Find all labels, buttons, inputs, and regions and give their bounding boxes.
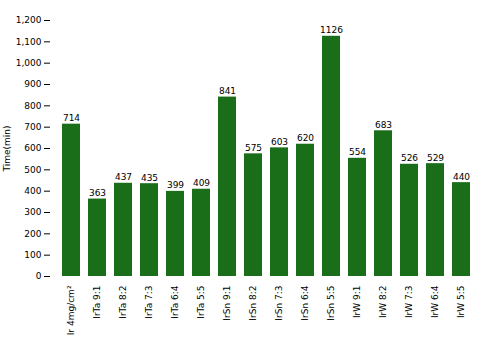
svg-text:IrSn 5:5: IrSn 5:5 [326,286,336,321]
svg-text:409: 409 [193,178,210,188]
svg-text:529: 529 [427,153,444,163]
svg-text:1,100: 1,100 [16,37,42,47]
svg-text:554: 554 [349,147,366,157]
svg-text:IrW 7:3: IrW 7:3 [404,286,414,319]
svg-text:300: 300 [24,207,41,217]
svg-text:IrSn 6:4: IrSn 6:4 [300,285,310,320]
svg-text:575: 575 [245,143,262,153]
svg-text:440: 440 [453,172,470,182]
svg-text:363: 363 [89,188,106,198]
svg-text:IrSn 7:3: IrSn 7:3 [274,286,284,321]
svg-text:IrSn 9:1: IrSn 9:1 [222,286,232,321]
svg-text:IrW 6:4: IrW 6:4 [430,285,440,318]
svg-text:841: 841 [219,86,236,96]
svg-text:IrTa 7:3: IrTa 7:3 [144,286,154,319]
svg-text:IrTa 9:1: IrTa 9:1 [92,286,102,319]
svg-text:437: 437 [115,172,132,182]
svg-text:800: 800 [24,101,41,111]
svg-text:400: 400 [24,186,41,196]
svg-text:683: 683 [375,120,392,130]
svg-text:1,200: 1,200 [16,15,42,25]
svg-text:100: 100 [24,250,41,260]
svg-text:0: 0 [36,271,42,281]
svg-text:IrTa 6:4: IrTa 6:4 [170,285,180,318]
svg-text:IrW 8:2: IrW 8:2 [378,286,388,319]
svg-text:714: 714 [63,113,80,123]
svg-text:IrW 5:5: IrW 5:5 [456,286,466,319]
svg-text:600: 600 [24,143,41,153]
svg-text:500: 500 [24,165,41,175]
svg-text:200: 200 [24,229,41,239]
svg-text:526: 526 [401,153,418,163]
svg-text:603: 603 [271,137,288,147]
svg-text:Time(min): Time(min) [2,125,12,172]
svg-text:IrTa 8:2: IrTa 8:2 [118,286,128,319]
svg-text:435: 435 [141,173,158,183]
svg-text:1,000: 1,000 [16,58,42,68]
svg-text:IrW 9:1: IrW 9:1 [352,286,362,319]
svg-text:IrSn 8:2: IrSn 8:2 [248,286,258,321]
svg-text:900: 900 [24,79,41,89]
svg-text:Ir 4mg/cm²: Ir 4mg/cm² [66,285,76,335]
svg-text:700: 700 [24,122,41,132]
svg-text:620: 620 [297,133,314,143]
svg-text:399: 399 [167,180,184,190]
svg-text:IrTa 5:5: IrTa 5:5 [196,286,206,319]
svg-text:1126: 1126 [320,25,343,35]
